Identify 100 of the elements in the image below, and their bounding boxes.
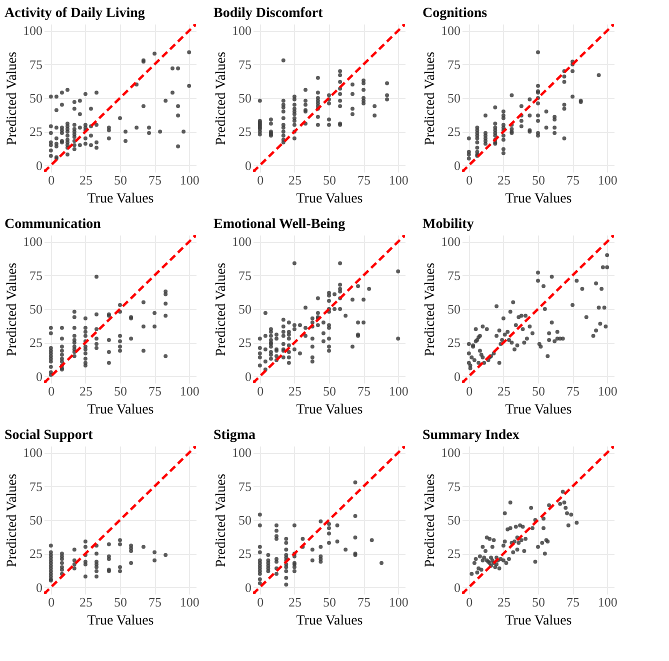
x-tick-label: 100 xyxy=(388,384,408,398)
y-tick-label: 100 xyxy=(23,234,42,250)
chart-title: Social Support xyxy=(4,428,94,443)
y-tick-label: 25 xyxy=(30,335,42,350)
y-tick-label: 50 xyxy=(448,512,460,528)
x-tick-label: 75 xyxy=(566,172,580,188)
y-tick-label: 50 xyxy=(238,512,252,528)
y-tick-label: 0 xyxy=(454,158,460,173)
y-tick-label: 25 xyxy=(448,335,460,350)
x-tick-label: 50 xyxy=(114,384,127,398)
chart-title: Communication xyxy=(4,217,102,232)
x-axis-title: True Values xyxy=(296,402,363,418)
y-tick-label: 50 xyxy=(30,512,42,528)
y-tick-label: 75 xyxy=(448,478,460,494)
x-tick-label: 0 xyxy=(257,384,264,398)
x-tick-label: 75 xyxy=(358,172,371,188)
y-axis-title: Predicted Values xyxy=(5,262,20,356)
x-tick-label: 75 xyxy=(566,594,580,610)
y-tick-label: 50 xyxy=(448,90,460,106)
y-tick-label: 100 xyxy=(232,234,252,250)
y-tick-label: 25 xyxy=(238,546,252,562)
x-tick-label: 75 xyxy=(358,594,371,610)
x-tick-label: 25 xyxy=(288,172,302,188)
x-tick-label: 50 xyxy=(323,172,336,188)
x-tick-label: 100 xyxy=(388,172,408,188)
x-tick-label: 50 xyxy=(532,594,545,610)
y-tick-label: 25 xyxy=(238,124,252,140)
y-tick-label: 0 xyxy=(36,580,42,595)
y-tick-label: 75 xyxy=(30,56,42,72)
x-axis-title: True Values xyxy=(505,192,572,206)
x-tick-label: 100 xyxy=(598,384,618,398)
y-tick-label: 25 xyxy=(448,546,460,562)
y-tick-label: 75 xyxy=(30,268,42,283)
y-tick-label: 50 xyxy=(238,302,252,316)
y-axis-title: Predicted Values xyxy=(423,474,438,568)
y-tick-label: 100 xyxy=(23,445,42,460)
x-tick-label: 0 xyxy=(48,384,55,398)
x-tick-label: 50 xyxy=(323,384,336,398)
y-tick-label: 50 xyxy=(238,90,252,106)
x-tick-label: 0 xyxy=(466,384,473,398)
chart-title: Bodily Discomfort xyxy=(214,6,324,21)
x-tick-label: 25 xyxy=(79,594,92,610)
x-tick-label: 75 xyxy=(148,172,162,188)
y-tick-label: 100 xyxy=(232,23,252,38)
y-tick-label: 0 xyxy=(454,580,460,595)
y-tick-label: 100 xyxy=(441,23,460,38)
y-axis-title: Predicted Values xyxy=(423,262,438,356)
x-tick-label: 0 xyxy=(257,594,264,610)
x-tick-label: 50 xyxy=(532,172,545,188)
chart-title: Cognitions xyxy=(422,6,488,21)
y-axis-title: Predicted Values xyxy=(423,52,438,146)
chart-title: Stigma xyxy=(214,428,256,443)
chart-title: Emotional Well-Being xyxy=(214,217,346,232)
x-tick-label: 25 xyxy=(288,594,302,610)
x-tick-label: 100 xyxy=(598,594,618,610)
y-tick-label: 50 xyxy=(30,90,42,106)
x-tick-label: 100 xyxy=(598,172,618,188)
x-axis-title: True Values xyxy=(87,192,154,206)
y-tick-label: 0 xyxy=(36,368,42,384)
y-tick-label: 75 xyxy=(30,478,42,494)
x-tick-label: 100 xyxy=(180,594,200,610)
y-tick-label: 25 xyxy=(448,124,460,140)
x-tick-label: 50 xyxy=(114,594,127,610)
x-tick-label: 0 xyxy=(466,594,473,610)
x-tick-label: 100 xyxy=(180,384,200,398)
x-axis-title: True Values xyxy=(505,402,572,418)
x-tick-label: 25 xyxy=(79,384,92,398)
x-tick-label: 75 xyxy=(358,384,371,398)
chart-title: Summary Index xyxy=(422,428,520,443)
x-tick-label: 75 xyxy=(148,594,162,610)
y-tick-label: 25 xyxy=(30,546,42,562)
x-tick-label: 0 xyxy=(48,172,55,188)
y-tick-label: 100 xyxy=(441,234,460,250)
y-axis-title: Predicted Values xyxy=(214,262,229,356)
y-tick-label: 0 xyxy=(245,368,252,384)
x-tick-label: 0 xyxy=(466,172,473,188)
x-tick-label: 25 xyxy=(497,384,510,398)
y-tick-label: 75 xyxy=(238,478,252,494)
y-tick-label: 0 xyxy=(245,158,252,173)
y-tick-label: 75 xyxy=(448,268,460,283)
x-tick-label: 0 xyxy=(257,172,264,188)
y-tick-label: 50 xyxy=(448,302,460,316)
y-tick-label: 75 xyxy=(238,56,252,72)
x-axis-title: True Values xyxy=(296,192,363,206)
x-tick-label: 25 xyxy=(288,384,302,398)
y-axis-title: Predicted Values xyxy=(5,474,20,568)
x-tick-label: 0 xyxy=(48,594,55,610)
x-tick-label: 100 xyxy=(180,172,200,188)
y-tick-label: 0 xyxy=(245,580,252,595)
y-tick-label: 75 xyxy=(448,56,460,72)
y-tick-label: 25 xyxy=(30,124,42,140)
x-tick-label: 100 xyxy=(388,594,408,610)
y-tick-label: 100 xyxy=(441,445,460,460)
x-tick-label: 25 xyxy=(497,594,510,610)
y-axis-title: Predicted Values xyxy=(214,474,229,568)
x-tick-label: 50 xyxy=(323,594,336,610)
y-tick-label: 0 xyxy=(454,368,460,384)
x-axis-title: True Values xyxy=(505,614,572,628)
x-axis-title: True Values xyxy=(87,614,154,628)
y-tick-label: 25 xyxy=(238,335,252,350)
